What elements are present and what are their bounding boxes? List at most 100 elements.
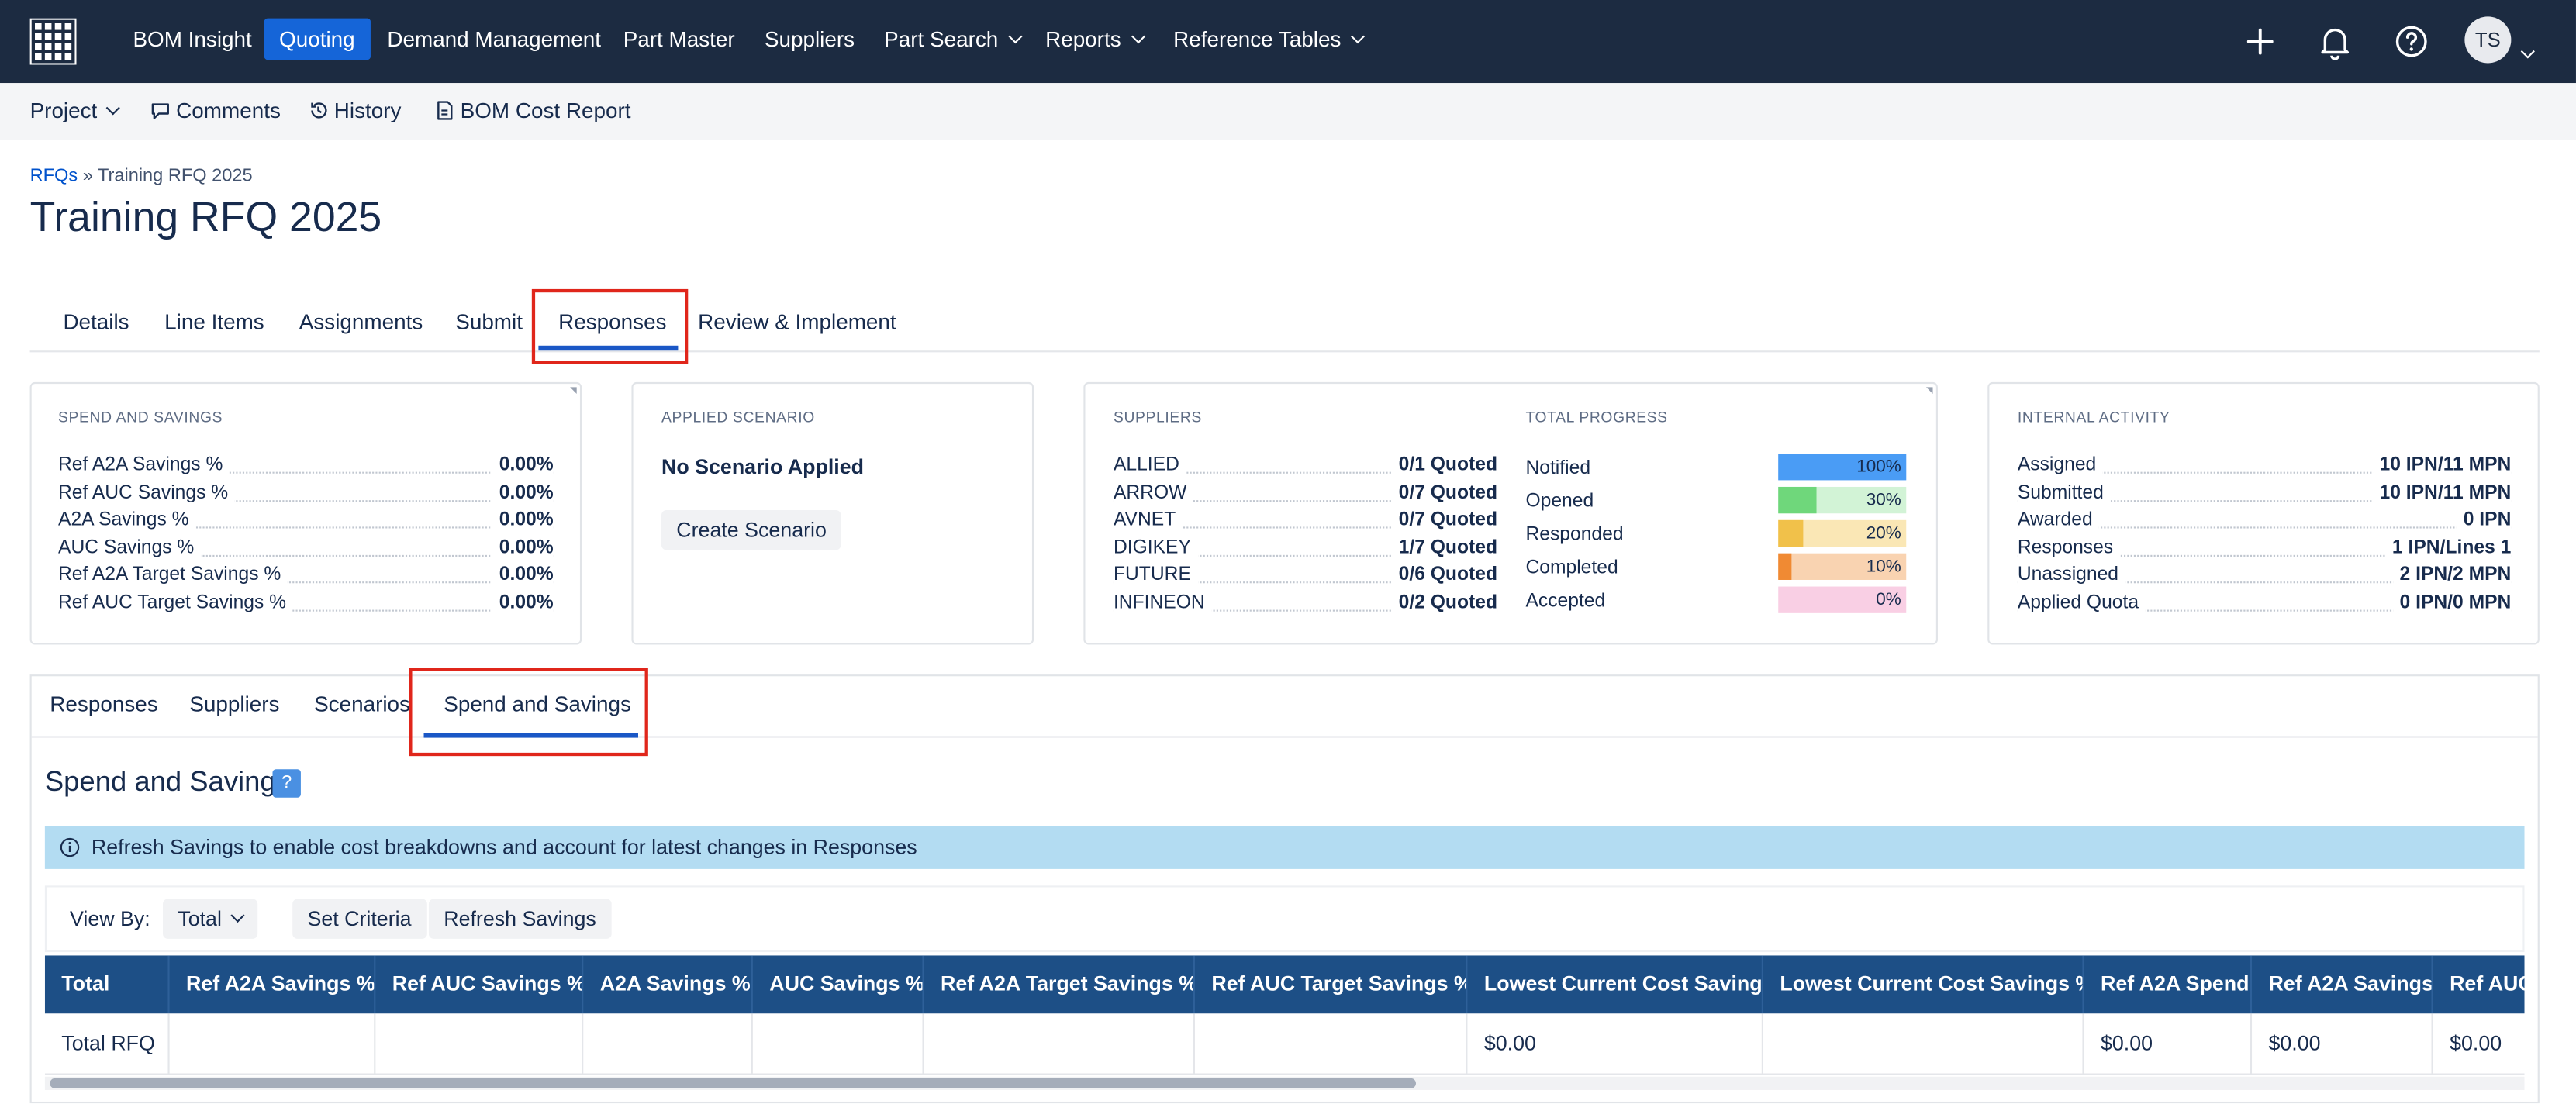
history-label: History — [333, 98, 402, 123]
progress-label: Opened — [1525, 492, 1594, 512]
dotted-leader — [58, 471, 554, 474]
dotted-leader — [1113, 499, 1498, 502]
column-header[interactable]: Ref A2A Savings % — [170, 955, 376, 1014]
table-cell — [375, 1013, 584, 1074]
view-by-select[interactable]: Total — [163, 899, 259, 939]
column-header[interactable]: Ref AUC Target Savings % — [1195, 955, 1468, 1014]
internal-row-value: 10 IPN/11 MPN — [2372, 451, 2512, 479]
progress-bar-fill — [1778, 486, 1817, 514]
tab-details[interactable]: Details — [63, 309, 129, 334]
progress-bar-accepted: 0% — [1778, 586, 1907, 613]
progress-percent: 20% — [1866, 523, 1901, 543]
tab-line-items[interactable]: Line Items — [164, 309, 264, 334]
tab-review-implement[interactable]: Review & Implement — [698, 309, 896, 334]
table-header: Total Ref A2A Savings % Ref AUC Savings % A… — [44, 955, 2525, 1014]
chevron-down-icon — [106, 101, 121, 116]
view-by-label: View By: — [70, 907, 150, 931]
info-banner: Refresh Savings to enable cost breakdown… — [44, 826, 2525, 869]
column-header[interactable]: Lowest Current Cost Savings — [1467, 955, 1763, 1014]
chevron-down-icon — [1007, 29, 1022, 44]
responses-panel — [29, 674, 2540, 1104]
supplier-row-value: 0/7 Quoted — [1392, 479, 1498, 506]
column-header[interactable]: Lowest Current Cost Savings % — [1763, 955, 2084, 1014]
report-icon — [437, 101, 453, 120]
supplier-row: INFINEON 0/2 Quoted — [1113, 588, 1498, 616]
apps-grid-icon[interactable] — [29, 18, 77, 65]
progress-label: Notified — [1525, 458, 1591, 479]
internal-activity-heading: INTERNAL ACTIVITY — [2017, 409, 2170, 426]
breadcrumb: RFQs » Training RFQ 2025 — [30, 166, 253, 186]
nav-quoting[interactable]: Quoting — [264, 18, 370, 60]
highlight-box-spend-and-savings — [409, 668, 648, 757]
progress-label: Completed — [1525, 558, 1618, 578]
tab-assignments[interactable]: Assignments — [299, 309, 423, 334]
supplier-row-label: INFINEON — [1113, 588, 1212, 616]
nav-suppliers[interactable]: Suppliers — [764, 26, 855, 52]
spend-row-label: Ref AUC Target Savings % — [58, 588, 293, 616]
bom-cost-report-label: BOM Cost Report — [460, 98, 631, 123]
help-icon[interactable] — [2391, 22, 2431, 61]
column-header[interactable]: Total — [45, 955, 170, 1014]
bom-cost-report-link[interactable]: BOM Cost Report — [433, 98, 631, 123]
tab-submit[interactable]: Submit — [455, 309, 523, 334]
section-title: Spend and Savings — [44, 766, 290, 798]
supplier-row-value: 0/6 Quoted — [1392, 561, 1498, 588]
history-link[interactable]: History — [307, 98, 402, 123]
scrollbar-thumb[interactable] — [50, 1078, 1417, 1088]
refresh-savings-button[interactable]: Refresh Savings — [428, 899, 612, 939]
help-badge[interactable]: ? — [272, 769, 301, 798]
create-scenario-button[interactable]: Create Scenario — [661, 509, 842, 550]
nav-reference-tables[interactable]: Reference Tables — [1159, 19, 1378, 60]
highlight-box-responses — [531, 288, 689, 364]
bell-icon[interactable] — [2315, 22, 2354, 61]
dotted-leader — [58, 609, 554, 611]
internal-row-label: Applied Quota — [2017, 588, 2146, 616]
comments-label: Comments — [176, 98, 281, 123]
column-header[interactable]: A2A Savings % — [583, 955, 753, 1014]
avatar-chevron-icon[interactable] — [2520, 44, 2535, 59]
column-header[interactable]: Ref A2A Target Savings % — [924, 955, 1195, 1014]
subtab-responses[interactable]: Responses — [50, 691, 158, 716]
nav-reports[interactable]: Reports — [1031, 19, 1158, 60]
supplier-row-label: AVNET — [1113, 506, 1183, 533]
subtab-suppliers[interactable]: Suppliers — [189, 691, 280, 716]
internal-row-value: 10 IPN/11 MPN — [2372, 479, 2512, 506]
tab-responses[interactable]: Responses — [558, 309, 667, 334]
progress-bar-fill — [1778, 454, 1907, 481]
suppliers-heading: SUPPLIERS — [1113, 409, 1203, 426]
comments-link[interactable]: Comments — [150, 98, 281, 123]
spend-row-value: 0.00% — [492, 479, 554, 506]
nav-bom-insight[interactable]: BOM Insight — [133, 26, 252, 52]
supplier-row-label: ALLIED — [1113, 451, 1186, 479]
spend-row-label: A2A Savings % — [58, 506, 196, 533]
nav-part-search[interactable]: Part Search — [869, 19, 1035, 60]
spend-row-label: Ref A2A Target Savings % — [58, 561, 288, 588]
nav-part-master[interactable]: Part Master — [623, 26, 735, 52]
supplier-row-label: FUTURE — [1113, 561, 1198, 588]
column-header[interactable]: Ref AUC — [2433, 955, 2524, 1013]
column-header[interactable]: AUC Savings % — [753, 955, 924, 1014]
active-subtab-indicator — [423, 733, 638, 738]
table-cell — [924, 1013, 1195, 1074]
breadcrumb-rfqs-link[interactable]: RFQs — [29, 166, 78, 187]
subtab-scenarios[interactable]: Scenarios — [314, 691, 410, 716]
set-criteria-button[interactable]: Set Criteria — [292, 899, 426, 939]
internal-row: Applied Quota 0 IPN/0 MPN — [2017, 588, 2512, 616]
nav-demand-management[interactable]: Demand Management — [387, 26, 602, 52]
table-cell: $0.00 — [1467, 1013, 1763, 1074]
supplier-row: ALLIED 0/1 Quoted — [1113, 451, 1498, 479]
spend-row: AUC Savings % 0.00% — [58, 534, 554, 561]
column-header[interactable]: Ref A2A Spend — [2084, 955, 2253, 1014]
supplier-row-label: ARROW — [1113, 479, 1194, 506]
table-cell — [583, 1013, 753, 1074]
column-header[interactable]: Ref AUC Savings % — [375, 955, 584, 1014]
project-menu[interactable]: Project — [30, 98, 121, 123]
plus-icon[interactable] — [2240, 22, 2280, 61]
top-nav: BOM Insight Quoting Demand Management Pa… — [0, 0, 2576, 84]
column-header[interactable]: Ref A2A Savings — [2252, 955, 2433, 1014]
avatar[interactable]: TS — [2464, 16, 2512, 64]
spend-row-value: 0.00% — [492, 451, 554, 479]
subtab-spend-and-savings[interactable]: Spend and Savings — [444, 691, 631, 716]
spend-row-value: 0.00% — [492, 534, 554, 561]
supplier-row-value: 1/7 Quoted — [1392, 534, 1498, 561]
